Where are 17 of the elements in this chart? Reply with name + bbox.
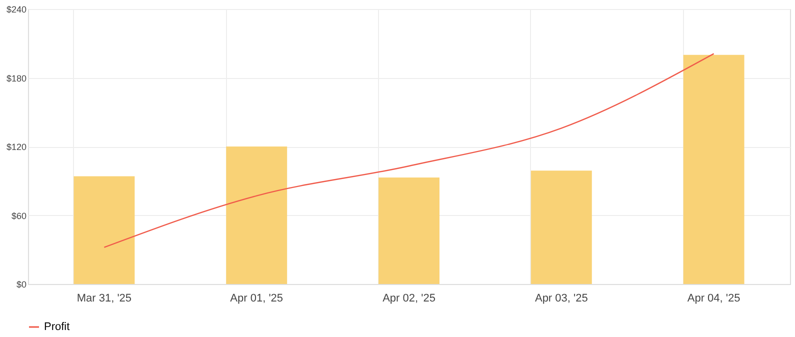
bar — [683, 54, 744, 284]
bar — [378, 177, 440, 284]
x-tick-label: Apr 04, '25 — [687, 292, 740, 304]
y-tick-label: $0 — [16, 280, 26, 290]
y-tick-label: $60 — [11, 210, 26, 221]
x-tick-label: Mar 31, '25 — [76, 292, 132, 304]
y-tick-label: $240 — [6, 4, 26, 14]
x-tick-label: Apr 02, '25 — [382, 292, 436, 304]
y-tick-label: $180 — [6, 73, 26, 84]
bar — [74, 176, 135, 284]
bar — [530, 170, 592, 284]
bar — [226, 146, 288, 284]
line-series — [104, 53, 714, 248]
x-tick-label: Apr 01, '25 — [230, 292, 284, 304]
y-tick-label: $120 — [6, 142, 26, 152]
x-tick-label: Apr 03, '25 — [534, 292, 588, 304]
legend-label: Profit — [44, 321, 70, 333]
